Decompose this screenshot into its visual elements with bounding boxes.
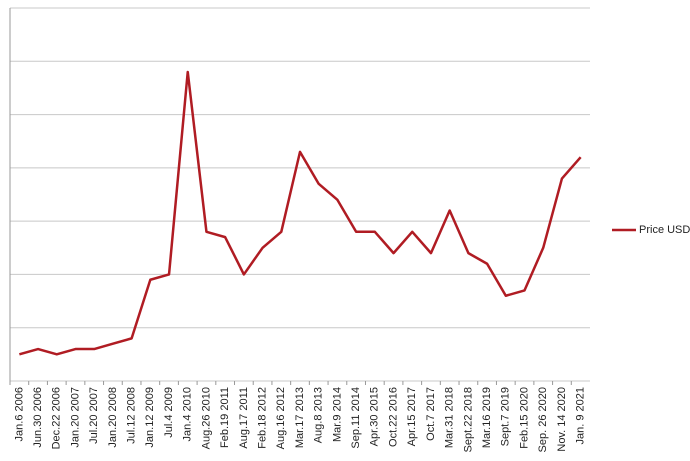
x-tick-label: Jan.4 2010: [182, 387, 194, 441]
x-tick-label: Dec.22 2006: [51, 387, 63, 449]
x-tick-label: Aug.8 2013: [313, 387, 325, 443]
x-tick-label: Jul.12 2008: [126, 387, 138, 444]
x-tick-label: Oct.22 2016: [387, 387, 399, 447]
x-tick-label: Mar.31 2018: [444, 387, 456, 448]
x-tick-label: Jun.30 2006: [32, 387, 44, 448]
x-tick-label: Aug.26 2010: [200, 387, 212, 449]
x-tick-label: Mar.17 2013: [294, 387, 306, 448]
data-line: [19, 70, 582, 356]
x-tick-label: Jan.6 2006: [13, 387, 25, 441]
x-tick-label: Sep.11 2014: [350, 387, 362, 449]
x-tick-label: Nov. 14 2020: [556, 387, 568, 452]
x-tick-label: Jan. 9 2021: [575, 387, 587, 445]
x-tick-label: Jan.20 2008: [107, 387, 119, 448]
x-tick-label: Sept.22 2018: [462, 387, 474, 452]
x-tick-label: Sep. 26 2020: [537, 387, 549, 452]
x-tick-label: Jan.12 2009: [144, 387, 156, 448]
x-tick-label: Apr.30 2015: [369, 387, 381, 446]
x-tick-label: Aug.16 2012: [275, 387, 287, 449]
x-tick-label: Aug.17 2011: [238, 387, 250, 449]
x-tick-label: Feb.19 2011: [219, 387, 231, 448]
x-tick-label: Apr.15 2017: [406, 387, 418, 446]
x-tick-label: Jul.4 2009: [163, 387, 175, 438]
x-tick-label: Sept.7 2019: [500, 387, 512, 446]
x-tick-label: Jan.20 2007: [69, 387, 81, 448]
x-tick-label: Mar.9 2014: [331, 387, 343, 442]
x-tick-label: Feb.18 2012: [256, 387, 268, 449]
x-tick-label: Mar.16 2019: [481, 387, 493, 448]
x-tick-label: Feb.15 2020: [518, 387, 530, 449]
x-tick-label: Oct.7 2017: [425, 387, 437, 441]
legend-label: Price USD/: [639, 224, 690, 236]
x-tick-label: Jul.20 2007: [88, 387, 100, 444]
